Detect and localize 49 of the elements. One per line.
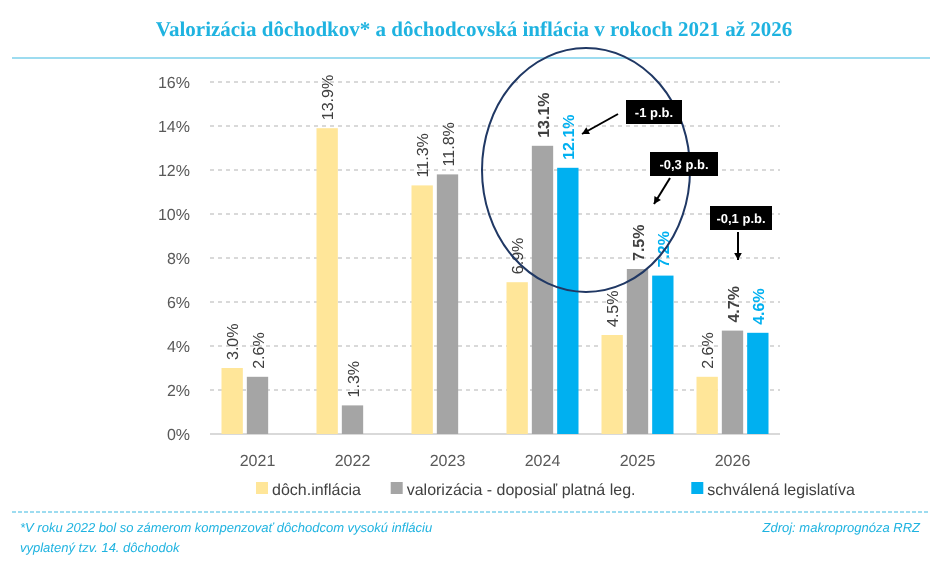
bar <box>652 275 674 434</box>
y-tick-label: 0% <box>166 426 190 444</box>
data-label: 11.8% <box>439 122 458 167</box>
x-tick-label: 2025 <box>619 452 657 470</box>
bar <box>626 269 649 434</box>
bar <box>221 368 243 434</box>
data-label: 2.6% <box>249 332 268 369</box>
x-tick-label: 2021 <box>239 452 277 470</box>
y-tick-label: 4% <box>166 338 190 356</box>
data-label: 2.6% <box>699 332 718 369</box>
data-label: 13.9% <box>319 74 338 121</box>
x-tick-label: 2026 <box>714 452 752 470</box>
bar <box>747 332 769 434</box>
bar <box>557 167 579 434</box>
bar <box>246 376 269 434</box>
y-tick-label: 8% <box>166 250 190 268</box>
data-label: 4.7% <box>724 286 743 323</box>
x-tick-label: 2022 <box>334 452 372 470</box>
bar <box>721 330 744 434</box>
data-label: 3.0% <box>224 323 243 360</box>
bar <box>316 128 338 434</box>
y-tick-label: 14% <box>157 118 190 136</box>
data-label: 7.5% <box>629 224 648 261</box>
bar <box>601 335 623 434</box>
data-label: 4.5% <box>604 290 623 327</box>
legend-label: dôch.inflácia <box>272 481 363 499</box>
data-label: 4.6% <box>749 288 768 325</box>
y-tick-label: 2% <box>166 382 190 400</box>
bar <box>531 145 554 434</box>
bar <box>696 376 718 434</box>
data-label: 13.1% <box>534 92 553 138</box>
bar <box>506 282 528 434</box>
bar <box>436 174 459 434</box>
bar <box>341 405 364 434</box>
x-tick-label: 2024 <box>524 452 562 470</box>
y-tick-label: 10% <box>157 206 190 224</box>
y-tick-label: 6% <box>166 294 190 312</box>
bar <box>411 185 433 434</box>
y-tick-label: 12% <box>157 162 190 180</box>
x-tick-label: 2023 <box>429 452 467 470</box>
chart-title: Valorizácia dôchodkov* a dôchodcovská inflácia v rokoch 2021 až 2026 <box>155 20 793 42</box>
data-label: 7.2% <box>654 231 673 268</box>
data-label: 6.9% <box>509 237 528 275</box>
legend-label: valorizácia - doposiaľ platná leg. <box>406 481 636 499</box>
data-label: 11.3% <box>414 133 433 178</box>
data-label: 12.1% <box>559 114 578 160</box>
y-tick-label: 16% <box>157 74 190 92</box>
data-label: 1.3% <box>344 360 363 398</box>
legend-label: schválená legislatíva <box>707 481 857 499</box>
